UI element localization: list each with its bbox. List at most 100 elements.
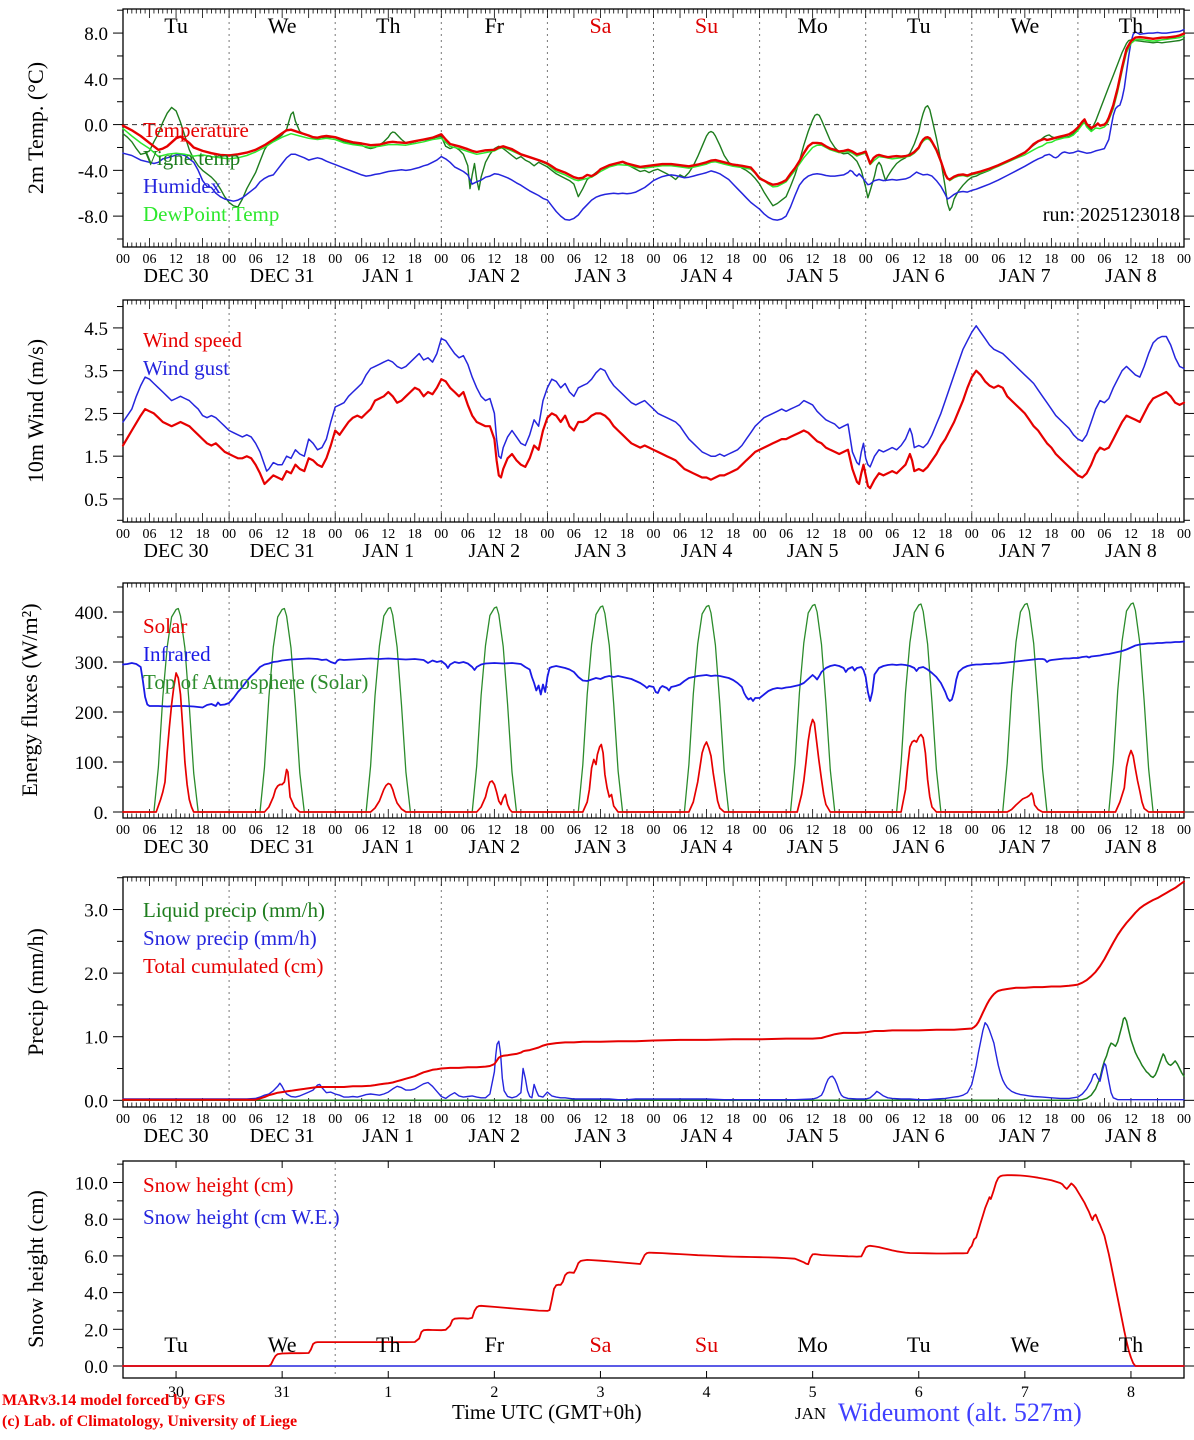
x-hour-label: 00: [859, 252, 873, 267]
y-tick-label: -8.0: [78, 207, 108, 228]
x-hour-label: 18: [514, 252, 528, 267]
series-snow-height-cm-: [122, 1174, 1185, 1367]
x-hour-label: 12: [700, 527, 714, 542]
x-hour-label: 12: [912, 823, 926, 838]
x-hour-label: 06: [355, 1112, 369, 1127]
x-hour-label: 00: [328, 823, 342, 838]
x-hour-label: 00: [1177, 1112, 1191, 1127]
day-name-top: Th: [1119, 13, 1143, 38]
x-day-number: 30: [168, 1384, 184, 1401]
x-hour-label: 06: [249, 252, 263, 267]
legend-energy-fluxes: Solar: [143, 614, 187, 638]
x-hour-label: 00: [647, 527, 661, 542]
x-day-number: 6: [915, 1384, 923, 1401]
x-hour-label: 00: [965, 823, 979, 838]
x-day-number: 2: [490, 1384, 498, 1401]
x-hour-label: 18: [196, 823, 210, 838]
x-hour-label: 00: [116, 1112, 130, 1127]
x-hour-label: 06: [461, 527, 475, 542]
x-hour-label: 06: [673, 252, 687, 267]
series-snow-precip-mm-h-: [122, 1022, 1185, 1101]
x-date-label: DEC 30: [144, 836, 209, 858]
x-date-label: JAN 1: [362, 265, 414, 287]
legend-snow-height: Snow height (cm): [143, 1173, 293, 1197]
x-date-label: JAN 3: [575, 1125, 627, 1147]
day-name-top: Su: [695, 13, 718, 38]
legend-2m-temp: Temperature: [143, 118, 249, 142]
y-tick-label: 6.0: [84, 1247, 108, 1268]
y-tick-label: 3.5: [84, 362, 108, 383]
x-hour-label: 06: [461, 823, 475, 838]
x-hour-label: 00: [328, 527, 342, 542]
series-infrared: [122, 640, 1185, 709]
x-hour-label: 12: [487, 1112, 501, 1127]
x-hour-label: 06: [461, 1112, 475, 1127]
x-date-label: JAN 5: [787, 540, 839, 562]
day-name-bottom: Tu: [164, 1332, 188, 1357]
x-hour-label: 12: [593, 527, 607, 542]
y-tick-label: 10.0: [75, 1173, 108, 1194]
y-tick-label: 0.0: [84, 1357, 108, 1378]
x-hour-label: 00: [434, 252, 448, 267]
footer-copyright: (c) Lab. of Climatology, University of L…: [2, 1413, 298, 1430]
x-hour-label: 12: [275, 252, 289, 267]
x-hour-label: 00: [116, 823, 130, 838]
x-date-label: JAN 5: [787, 265, 839, 287]
panel-precip: 3.0 2.0 1.0 0.0 Liquid precip (mm/h) Snow pre…: [84, 876, 1194, 1147]
y-axis-title-snow: Snow height (cm): [23, 1190, 48, 1348]
x-date-label: JAN 8: [1105, 540, 1157, 562]
x-hour-label: 18: [832, 252, 846, 267]
x-date-label: JAN 4: [681, 1125, 733, 1147]
x-hour-label: 00: [116, 527, 130, 542]
y-axis-title-temp: 2m Temp. (°C): [23, 61, 48, 195]
y-tick-label: 4.5: [84, 319, 108, 340]
x-hour-label: 00: [434, 1112, 448, 1127]
x-hour-label: 18: [832, 823, 846, 838]
x-hour-label: 06: [885, 252, 899, 267]
x-hour-label: 12: [700, 252, 714, 267]
x-hour-label: 00: [1177, 527, 1191, 542]
x-hour-label: 00: [1177, 252, 1191, 267]
x-hour-label: 18: [1044, 1112, 1058, 1127]
x-hour-label: 12: [169, 823, 183, 838]
x-date-label: JAN 2: [469, 265, 521, 287]
x-hour-label: 06: [249, 527, 263, 542]
legend-precip: Liquid precip (mm/h): [143, 898, 325, 922]
x-hour-label: 12: [381, 1112, 395, 1127]
x-hour-label: 18: [196, 252, 210, 267]
x-hour-label: 00: [1177, 823, 1191, 838]
series-wind-speed: [121, 369, 1186, 490]
x-hour-label: 06: [991, 823, 1005, 838]
x-hour-label: 06: [673, 1112, 687, 1127]
y-tick-label: 1.0: [84, 1028, 108, 1049]
y-axis-title-precip: Precip (mm/h): [23, 928, 48, 1056]
x-hour-label: 00: [540, 823, 554, 838]
x-hour-label: 00: [434, 823, 448, 838]
x-hour-label: 00: [859, 1112, 873, 1127]
x-date-label: JAN 3: [575, 836, 627, 858]
x-hour-label: 00: [540, 527, 554, 542]
day-name-top: Tu: [164, 13, 188, 38]
x-hour-label: 12: [593, 252, 607, 267]
x-hour-label: 18: [514, 1112, 528, 1127]
series-top-of-atmosphere-solar-: [122, 602, 1185, 813]
day-name-bottom: Sa: [589, 1332, 611, 1357]
legend-precip: Snow precip (mm/h): [143, 926, 317, 950]
x-hour-label: 06: [885, 823, 899, 838]
panel-2m-temp: 8.0 4.0 0.0 -4.0 -8.0 Temperature Vigne temp Hu…: [78, 8, 1194, 287]
x-hour-label: 18: [938, 252, 952, 267]
series-solar: [122, 672, 1185, 813]
y-axis-title-energy: Energy fluxes (W/m²): [17, 603, 42, 797]
panel-frame: [122, 1160, 1185, 1379]
x-hour-label: 00: [965, 252, 979, 267]
x-hour-label: 06: [991, 527, 1005, 542]
x-hour-label: 12: [487, 252, 501, 267]
x-hour-label: 12: [593, 823, 607, 838]
x-hour-label: 12: [700, 1112, 714, 1127]
x-hour-label: 00: [222, 1112, 236, 1127]
x-hour-label: 12: [381, 527, 395, 542]
x-hour-label: 18: [302, 823, 316, 838]
x-hour-label: 12: [169, 1112, 183, 1127]
series-liquid-precip-mm-h-: [122, 1016, 1185, 1102]
day-name-top: Tu: [907, 13, 931, 38]
